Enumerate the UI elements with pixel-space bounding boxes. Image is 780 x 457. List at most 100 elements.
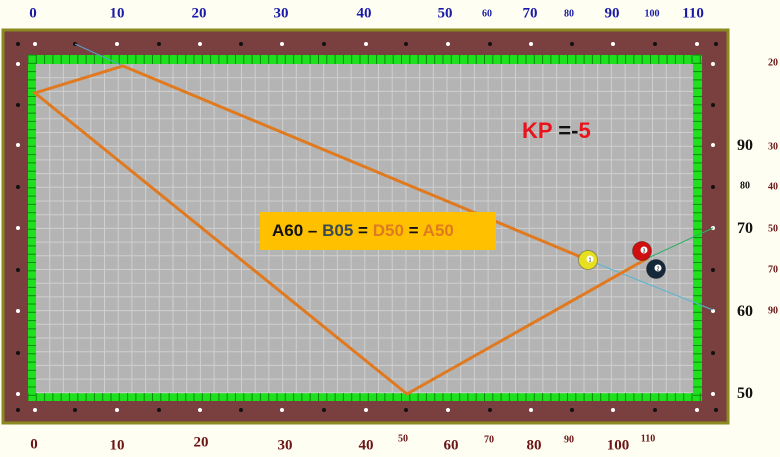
formula-b: B05 [322, 221, 354, 240]
right-scale-label: 80 [740, 180, 750, 192]
top-scale-label: 70 [522, 5, 538, 22]
diamond-white [198, 42, 202, 46]
diamond-white [364, 408, 368, 412]
bottom-scale-label: 110 [640, 433, 656, 445]
right-secondary-label: 90 [768, 305, 778, 317]
kp-eq: = [558, 118, 572, 143]
right-secondary-label: 40 [768, 181, 778, 193]
formula-d: D50 [372, 221, 404, 240]
bottom-scale-label: 40 [358, 437, 374, 454]
right-secondary-label: 50 [768, 223, 778, 235]
diamond-white [16, 309, 20, 313]
diamond-white [16, 143, 20, 147]
top-scale-label: 50 [437, 5, 453, 22]
diamond-white [280, 408, 284, 412]
diamond-white [611, 42, 615, 46]
formula-dash: – [307, 221, 318, 240]
formula-eq1: = [358, 221, 368, 240]
ball-1: 1 [578, 250, 598, 270]
diamond-white [611, 408, 615, 412]
diamond-black [653, 408, 657, 412]
diamond-white [446, 42, 450, 46]
diamond-black [157, 408, 161, 412]
diamond-black [73, 408, 77, 412]
diamond-white [115, 408, 119, 412]
bottom-scale-label: 20 [193, 434, 209, 451]
diamond-black [16, 103, 20, 107]
kp-value: 5 [578, 118, 591, 143]
right-secondary-label: 30 [768, 141, 778, 153]
diamond-white [446, 408, 450, 412]
diamond-black [714, 42, 718, 46]
diamond-black [488, 408, 492, 412]
diamond-black [16, 268, 20, 272]
bottom-scale-label: 90 [564, 434, 574, 446]
diamond-white [280, 42, 284, 46]
bottom-scale-label: 0 [30, 436, 38, 453]
diamond-black [239, 42, 243, 46]
top-scale-label: 0 [29, 5, 37, 22]
diamond-white [16, 392, 20, 396]
bottom-scale-label: 80 [526, 437, 542, 454]
final-line [647, 227, 714, 259]
top-scale-label: 110 [682, 5, 704, 22]
ball-2: 2 [646, 259, 666, 279]
right-scale-label: 60 [737, 303, 753, 320]
diamond-black [653, 42, 657, 46]
right-secondary-label: 20 [768, 57, 778, 69]
cushion-segments [27, 54, 702, 401]
right-scale-label: 70 [737, 220, 753, 237]
diamond-white [33, 42, 37, 46]
diamond-black [488, 42, 492, 46]
diamond-black [16, 42, 20, 46]
diamond-white [711, 62, 715, 66]
diamond-white [115, 42, 119, 46]
ball-number: 2 [657, 267, 660, 273]
diamond-black [711, 103, 715, 107]
bottom-scale-label: 100 [606, 437, 630, 454]
bottom-scale-label: 50 [398, 433, 408, 445]
formula-box: A60 – B05 = D50 = A50 [260, 212, 496, 250]
right-scale-label: 50 [737, 385, 753, 402]
top-scale-label: 60 [482, 8, 492, 20]
top-scale-label: 40 [356, 5, 372, 22]
bottom-scale-label: 10 [109, 437, 125, 454]
ball-3: 3 [632, 241, 652, 261]
ball-path [31, 64, 649, 396]
top-scale-label: 90 [604, 5, 620, 22]
diamond-black [157, 42, 161, 46]
diamond-white [529, 42, 533, 46]
formula-a: A60 [272, 221, 304, 240]
diamond-white [529, 408, 533, 412]
cue-line [74, 43, 124, 67]
diamond-white [711, 392, 715, 396]
kp-label: KP =-5 [522, 118, 591, 144]
top-scale-label: 20 [191, 5, 207, 22]
diamond-black [404, 408, 408, 412]
right-secondary-label: 70 [768, 264, 778, 276]
diamond-white [711, 143, 715, 147]
diamond-black [714, 408, 718, 412]
kp-text: KP [522, 118, 553, 143]
diamond-black [570, 42, 574, 46]
diamond-white [364, 42, 368, 46]
formula-e: A50 [422, 221, 454, 240]
top-scale-label: 80 [564, 8, 574, 20]
diamond-black [570, 408, 574, 412]
diamond-white [198, 408, 202, 412]
ball-number: 1 [589, 258, 592, 264]
diamond-black [711, 268, 715, 272]
ball-number: 3 [643, 249, 646, 255]
formula-eq2: = [408, 221, 419, 240]
object-ball-line [587, 259, 714, 311]
kp-sign: - [571, 118, 579, 143]
diamonds [16, 42, 718, 412]
diamond-black [711, 351, 715, 355]
bottom-scale-label: 30 [277, 437, 293, 454]
diamond-white [16, 226, 20, 230]
diamond-black [239, 408, 243, 412]
top-scale-label: 30 [273, 5, 289, 22]
diamond-black [404, 42, 408, 46]
bottom-scale-label: 70 [484, 434, 494, 446]
